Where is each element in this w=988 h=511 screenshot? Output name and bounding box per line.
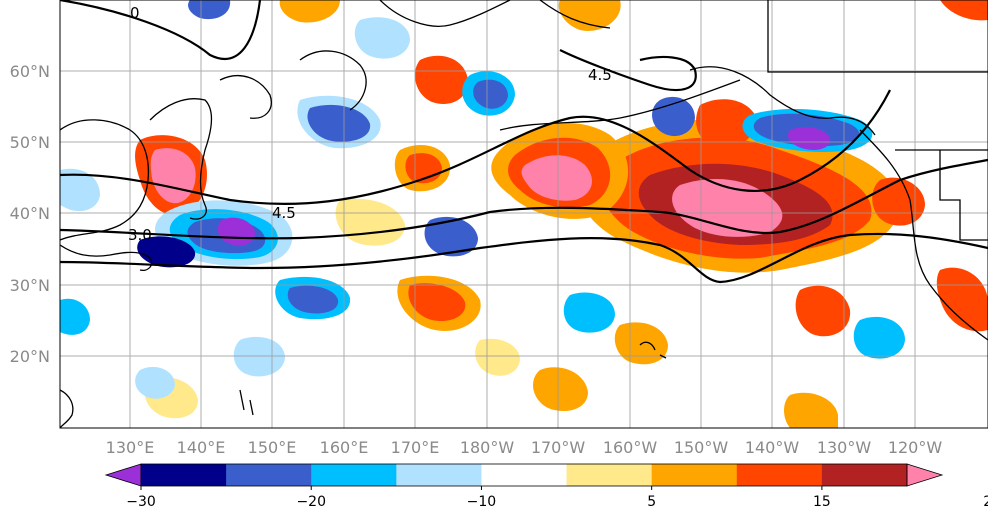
graticule	[60, 0, 988, 428]
lon-label-160e: 160°E	[320, 438, 369, 457]
lon-label-130w: 130°W	[817, 438, 872, 457]
lon-label-130e: 130°E	[106, 438, 155, 457]
colorbar-segment	[396, 464, 482, 486]
lon-label-140w: 140°W	[745, 438, 800, 457]
colorbar-outline	[140, 463, 908, 487]
contour-label-4-5-west: 4.5	[272, 204, 296, 222]
colorbar-segment	[226, 464, 312, 486]
contour-label-0: 0	[130, 4, 140, 22]
lon-label-140e: 140°E	[177, 438, 226, 457]
contours	[60, 0, 988, 284]
colorbar-tick-label: −10	[467, 494, 497, 510]
map-frame	[59, 0, 988, 429]
lon-label-150e: 150°E	[248, 438, 297, 457]
lat-label-50n: 50°N	[10, 133, 50, 152]
contour-label-4-5-east: 4.5	[588, 66, 612, 84]
longitude-labels: 130°E 140°E 150°E 160°E 170°E 180°W 170°…	[106, 438, 943, 457]
colorbar-tick-label: 5	[647, 494, 656, 510]
lat-label-40n: 40°N	[10, 204, 50, 223]
colorbar-segment	[821, 464, 908, 486]
lon-label-170e: 170°E	[391, 438, 440, 457]
lat-label-30n: 30°N	[10, 276, 50, 295]
colorbar-tick-label: −20	[296, 494, 326, 510]
colorbar-segment	[651, 464, 738, 486]
colorbar-segment	[311, 464, 397, 486]
colorbar-tick-label: −30	[126, 494, 156, 510]
contour-labels: 0 4.5 3.0 4.5	[128, 4, 612, 244]
lat-label-60n: 60°N	[10, 62, 50, 81]
colorbar-segment	[736, 464, 823, 486]
lon-label-180w: 180°W	[460, 438, 515, 457]
coastlines	[60, 0, 988, 428]
colorbar-extend-high	[906, 463, 944, 487]
colorbar-tick-label: 15	[813, 494, 831, 510]
lat-label-20n: 20°N	[10, 347, 50, 366]
contour-label-3-0: 3.0	[128, 226, 152, 244]
colorbar-segment	[141, 464, 227, 486]
colorbar-tick-label: 25	[983, 494, 988, 510]
latitude-labels: 60°N 50°N 40°N 30°N 20°N	[10, 62, 50, 366]
lon-label-120w: 120°W	[888, 438, 943, 457]
lon-label-160w: 160°W	[603, 438, 658, 457]
colorbar-segment	[566, 464, 653, 486]
lon-label-170w: 170°W	[531, 438, 586, 457]
colorbar-extend-low	[104, 463, 142, 487]
lon-label-150w: 150°W	[674, 438, 729, 457]
colorbar-segment	[481, 464, 568, 486]
colorbar: −30 −20 −10 5 15 25	[104, 463, 988, 510]
